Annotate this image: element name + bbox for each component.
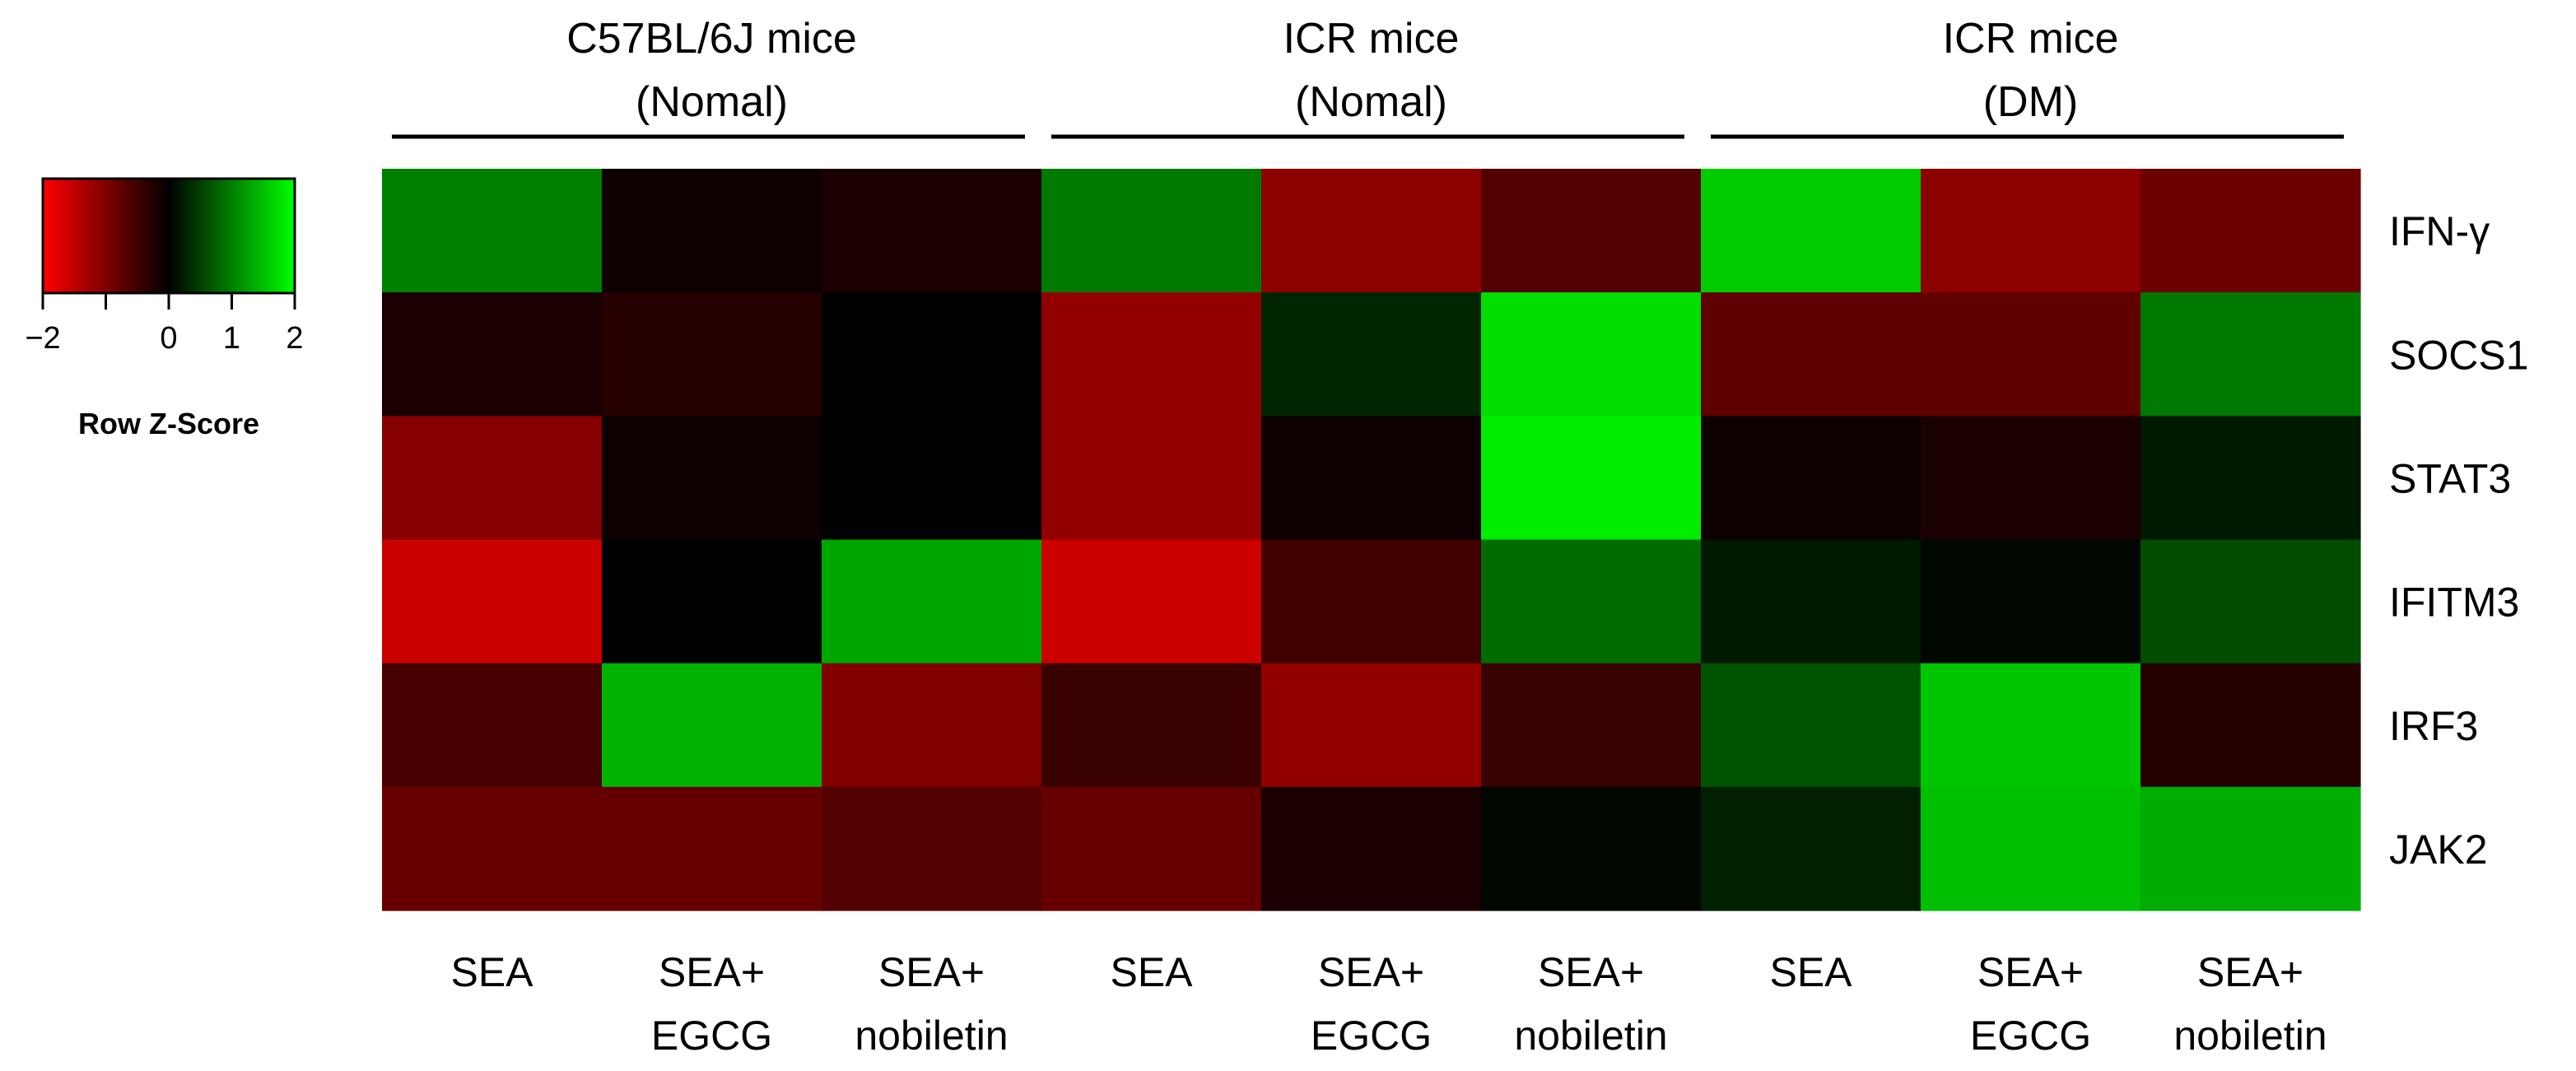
heatmap-cell-r2-c7 — [1921, 416, 2141, 541]
heatmap-grid — [382, 169, 2361, 911]
row-label: IFITM3 — [2389, 580, 2519, 626]
color-key-tick-label: 0 — [160, 321, 177, 356]
heatmap-cell-r4-c4 — [1261, 663, 1482, 788]
heatmap-cell-r3-c3 — [1041, 539, 1262, 664]
heatmap-cell-r1-c7 — [1921, 292, 2141, 417]
column-label-line1: SEA+ — [1318, 949, 1424, 995]
heatmap-cell-r3-c0 — [382, 539, 603, 664]
color-key-tick-label: 2 — [286, 321, 303, 356]
heatmap-cell-r2-c6 — [1701, 416, 1922, 541]
heatmap-cell-r0-c2 — [822, 169, 1042, 293]
color-key-title: Row Z-Score — [78, 407, 259, 440]
heatmap-cell-r1-c2 — [822, 292, 1042, 417]
column-label-line1: SEA — [1110, 949, 1193, 995]
heatmap-cell-r0-c7 — [1921, 169, 2141, 293]
group-subtitle: (Nomal) — [1295, 78, 1447, 126]
heatmap-cell-r5-c1 — [602, 786, 822, 911]
heatmap-cell-r4-c3 — [1041, 663, 1262, 788]
column-label-line2: nobiletin — [855, 1013, 1008, 1059]
group-subtitle: (Nomal) — [636, 78, 788, 126]
column-label-line1: SEA+ — [659, 949, 765, 995]
heatmap-cell-r0-c4 — [1261, 169, 1482, 293]
heatmap-cell-r5-c6 — [1701, 786, 1922, 911]
heatmap-cell-r5-c5 — [1481, 786, 1702, 911]
heatmap-cell-r0-c3 — [1041, 169, 1262, 293]
heatmap-cell-r1-c5 — [1481, 292, 1702, 417]
heatmap-cell-r0-c0 — [382, 169, 603, 293]
heatmap-cell-r1-c0 — [382, 292, 603, 417]
heatmap-cell-r1-c1 — [602, 292, 822, 417]
heatmap-cell-r3-c2 — [822, 539, 1042, 664]
heatmap-cell-r4-c6 — [1701, 663, 1922, 788]
heatmap-cell-r2-c1 — [602, 416, 822, 541]
row-label: JAK2 — [2389, 827, 2488, 873]
heatmap-cell-r3-c4 — [1261, 539, 1482, 664]
heatmap-cell-r4-c2 — [822, 663, 1042, 788]
heatmap-cell-r2-c8 — [2140, 416, 2361, 541]
heatmap-cell-r3-c8 — [2140, 539, 2361, 664]
column-label-line2: EGCG — [1311, 1013, 1432, 1059]
heatmap-cell-r4-c8 — [2140, 663, 2361, 788]
column-label-line1: SEA — [450, 949, 533, 995]
column-label-line1: SEA+ — [2197, 949, 2303, 995]
heatmap-cell-r1-c6 — [1701, 292, 1922, 417]
heatmap-cell-r5-c4 — [1261, 786, 1482, 911]
heatmap-cell-r3-c6 — [1701, 539, 1922, 664]
column-label-line1: SEA — [1769, 949, 1852, 995]
heatmap-cell-r1-c8 — [2140, 292, 2361, 417]
column-labels: SEA SEA+ EGCG SEA+ nobiletin SEA SEA+ EGCG SEA+ n… — [450, 949, 2327, 1059]
heatmap-cell-r2-c5 — [1481, 416, 1702, 541]
row-labels: IFN-γ SOCS1 STAT3 IFITM3 IRF3 JAK2 — [2389, 208, 2529, 873]
heatmap-cell-r4-c7 — [1921, 663, 2141, 788]
heatmap-cell-r5-c8 — [2140, 786, 2361, 911]
group-headers: C57BL/6J mice (Nomal) ICR mice (Nomal) ICR m… — [392, 15, 2344, 139]
heatmap-cell-r4-c1 — [602, 663, 822, 788]
color-key-tick-label: 1 — [223, 321, 240, 356]
column-label-line2: EGCG — [651, 1013, 772, 1059]
group-title: C57BL/6J mice — [566, 15, 857, 63]
heatmap-cell-r1-c3 — [1041, 292, 1262, 417]
heatmap-cell-r3-c1 — [602, 539, 822, 664]
row-label: SOCS1 — [2389, 332, 2529, 378]
heatmap-cell-r0-c1 — [602, 169, 822, 293]
group-title: ICR mice — [1283, 15, 1460, 63]
column-label-line1: SEA+ — [1538, 949, 1644, 995]
heatmap-cell-r2-c2 — [822, 416, 1042, 541]
heatmap-cell-r2-c3 — [1041, 416, 1262, 541]
heatmap-cell-r2-c0 — [382, 416, 603, 541]
row-label: IFN-γ — [2389, 208, 2490, 254]
color-key-tick-label: −2 — [25, 321, 60, 356]
heatmap-cell-r0-c8 — [2140, 169, 2361, 293]
heatmap-cell-r5-c7 — [1921, 786, 2141, 911]
column-label-line2: nobiletin — [1514, 1013, 1667, 1059]
heatmap-cell-r2-c4 — [1261, 416, 1482, 541]
row-label: STAT3 — [2389, 455, 2511, 501]
heatmap-cell-r5-c3 — [1041, 786, 1262, 911]
column-label-line1: SEA+ — [1977, 949, 2084, 995]
heatmap-cell-r0-c6 — [1701, 169, 1922, 293]
heatmap-cell-r3-c5 — [1481, 539, 1702, 664]
heatmap-cell-r4-c0 — [382, 663, 603, 788]
color-key-gradient — [41, 177, 296, 295]
color-key-legend: −2 0 1 2 Row Z-Score — [25, 177, 304, 440]
column-label-line1: SEA+ — [878, 949, 985, 995]
group-subtitle: (DM) — [1983, 78, 2079, 126]
heatmap-cell-r5-c2 — [822, 786, 1042, 911]
heatmap-cell-r3-c7 — [1921, 539, 2141, 664]
column-label-line2: nobiletin — [2173, 1013, 2327, 1059]
heatmap-cell-r5-c0 — [382, 786, 603, 911]
group-title: ICR mice — [1943, 15, 2119, 63]
column-label-line2: EGCG — [1970, 1013, 2091, 1059]
row-label: IRF3 — [2389, 703, 2478, 749]
heatmap-cell-r0-c5 — [1481, 169, 1702, 293]
heatmap-cell-r1-c4 — [1261, 292, 1482, 417]
heatmap-cell-r4-c5 — [1481, 663, 1702, 788]
